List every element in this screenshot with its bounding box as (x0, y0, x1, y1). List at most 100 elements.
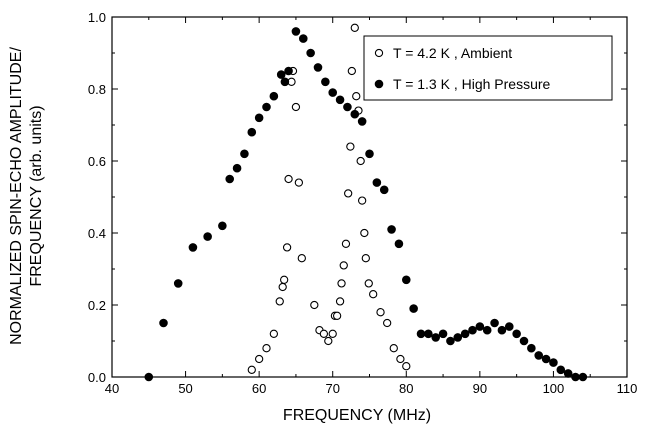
data-point-ambient (319, 329, 329, 338)
data-point-ambient (376, 308, 385, 317)
data-point-ambient (269, 329, 279, 338)
data-point-high-pressure (468, 325, 477, 335)
data-point-high-pressure (534, 351, 544, 360)
data-point-high-pressure (424, 329, 433, 339)
data-point-high-pressure (232, 163, 242, 173)
data-point-high-pressure (527, 343, 536, 353)
y-tick-label: 0.0 (88, 370, 106, 385)
data-point-ambient (324, 336, 333, 346)
data-point-ambient (356, 156, 365, 166)
data-point-high-pressure (438, 329, 448, 339)
data-point-high-pressure (401, 275, 411, 285)
x-axis-label: FREQUENCY (MHz) (283, 407, 431, 424)
data-point-high-pressure (563, 369, 573, 378)
data-point-ambient (360, 228, 369, 238)
data-point-high-pressure (372, 178, 382, 187)
data-point-high-pressure (280, 77, 290, 87)
data-point-high-pressure (188, 243, 198, 252)
legend-marker-ambient (374, 48, 384, 58)
x-tick-label: 90 (473, 381, 487, 396)
data-point-high-pressure (203, 232, 212, 241)
data-point-high-pressure (306, 48, 315, 58)
data-point-high-pressure (490, 318, 499, 328)
y-axis-label-line-2: FREQUENCY (arb. units) (28, 105, 45, 286)
data-point-ambient (332, 311, 342, 320)
data-point-high-pressure (254, 113, 264, 123)
y-tick-label: 1.0 (88, 10, 106, 25)
x-tick-label: 80 (399, 381, 413, 396)
data-point-ambient (369, 290, 378, 299)
data-point-high-pressure (379, 185, 389, 195)
data-point-ambient (328, 329, 337, 338)
data-point-high-pressure (284, 66, 293, 76)
data-point-high-pressure (298, 34, 308, 43)
data-point-ambient (262, 344, 271, 353)
y-tick-label: 0.4 (88, 226, 106, 241)
data-point-ambient (347, 66, 356, 76)
data-point-ambient (310, 300, 319, 310)
legend-label-high-pressure: T = 1.3 K , High Pressure (393, 76, 551, 92)
data-point-ambient (278, 282, 287, 292)
data-point-high-pressure (512, 329, 521, 339)
data-point-ambient (337, 279, 346, 288)
data-point-high-pressure (225, 174, 235, 184)
legend-box (363, 35, 613, 101)
y-tick-label: 0.8 (88, 82, 106, 97)
data-point-ambient (297, 254, 306, 263)
data-point-high-pressure (431, 333, 441, 342)
series-ambient (247, 23, 411, 374)
data-point-high-pressure (218, 221, 227, 231)
data-point-high-pressure (321, 77, 330, 87)
x-tick-label: 60 (252, 381, 266, 396)
x-tick-label: 110 (617, 381, 638, 396)
data-point-ambient (339, 261, 348, 270)
data-point-ambient (402, 362, 411, 371)
data-point-ambient (275, 297, 284, 306)
data-point-ambient (346, 142, 355, 151)
data-point-ambient (254, 354, 264, 364)
data-point-ambient (357, 196, 367, 205)
data-point-high-pressure (276, 70, 286, 79)
data-point-high-pressure (497, 325, 507, 335)
x-tick-label: 50 (178, 381, 192, 396)
data-point-high-pressure (262, 102, 271, 112)
data-point-high-pressure (578, 372, 588, 382)
data-point-ambient (282, 243, 292, 252)
data-point-ambient (364, 279, 373, 288)
data-point-high-pressure (269, 91, 279, 101)
x-tick-label: 70 (325, 381, 339, 396)
data-point-ambient (396, 354, 405, 364)
data-point-high-pressure (335, 95, 345, 105)
x-tick-label: 40 (105, 381, 119, 396)
data-point-high-pressure (328, 88, 338, 97)
data-point-ambient (294, 178, 304, 187)
legend: T = 4.2 K , Ambient T = 1.3 K , High Pre… (363, 35, 613, 101)
data-point-ambient (352, 92, 361, 101)
data-point-high-pressure (446, 336, 455, 346)
y-tick-label: 0.6 (88, 154, 106, 169)
data-point-ambient (350, 23, 359, 32)
data-point-ambient (341, 239, 351, 248)
y-tick-label: 0.2 (88, 298, 106, 313)
data-point-ambient (247, 365, 256, 374)
data-point-high-pressure (460, 329, 470, 339)
data-point-high-pressure (313, 63, 323, 72)
x-tick-label: 100 (543, 381, 565, 396)
axis-ticks: 40 50 60 70 80 90 100 110 0.0 0.2 0.4 0.6 0.8 1.0 (88, 10, 637, 396)
data-point-high-pressure (541, 354, 551, 364)
data-point-high-pressure (240, 149, 249, 159)
data-point-high-pressure (549, 358, 558, 367)
legend-label-ambient: T = 4.2 K , Ambient (393, 45, 512, 61)
data-point-high-pressure (159, 318, 168, 328)
data-point-high-pressure (571, 372, 580, 382)
data-point-high-pressure (387, 225, 396, 234)
data-point-high-pressure (343, 102, 352, 112)
data-point-high-pressure (247, 127, 257, 137)
data-point-high-pressure (504, 322, 514, 331)
data-point-ambient (383, 318, 392, 328)
data-point-high-pressure (556, 365, 566, 375)
data-point-ambient (335, 297, 345, 306)
data-point-ambient (361, 254, 370, 263)
